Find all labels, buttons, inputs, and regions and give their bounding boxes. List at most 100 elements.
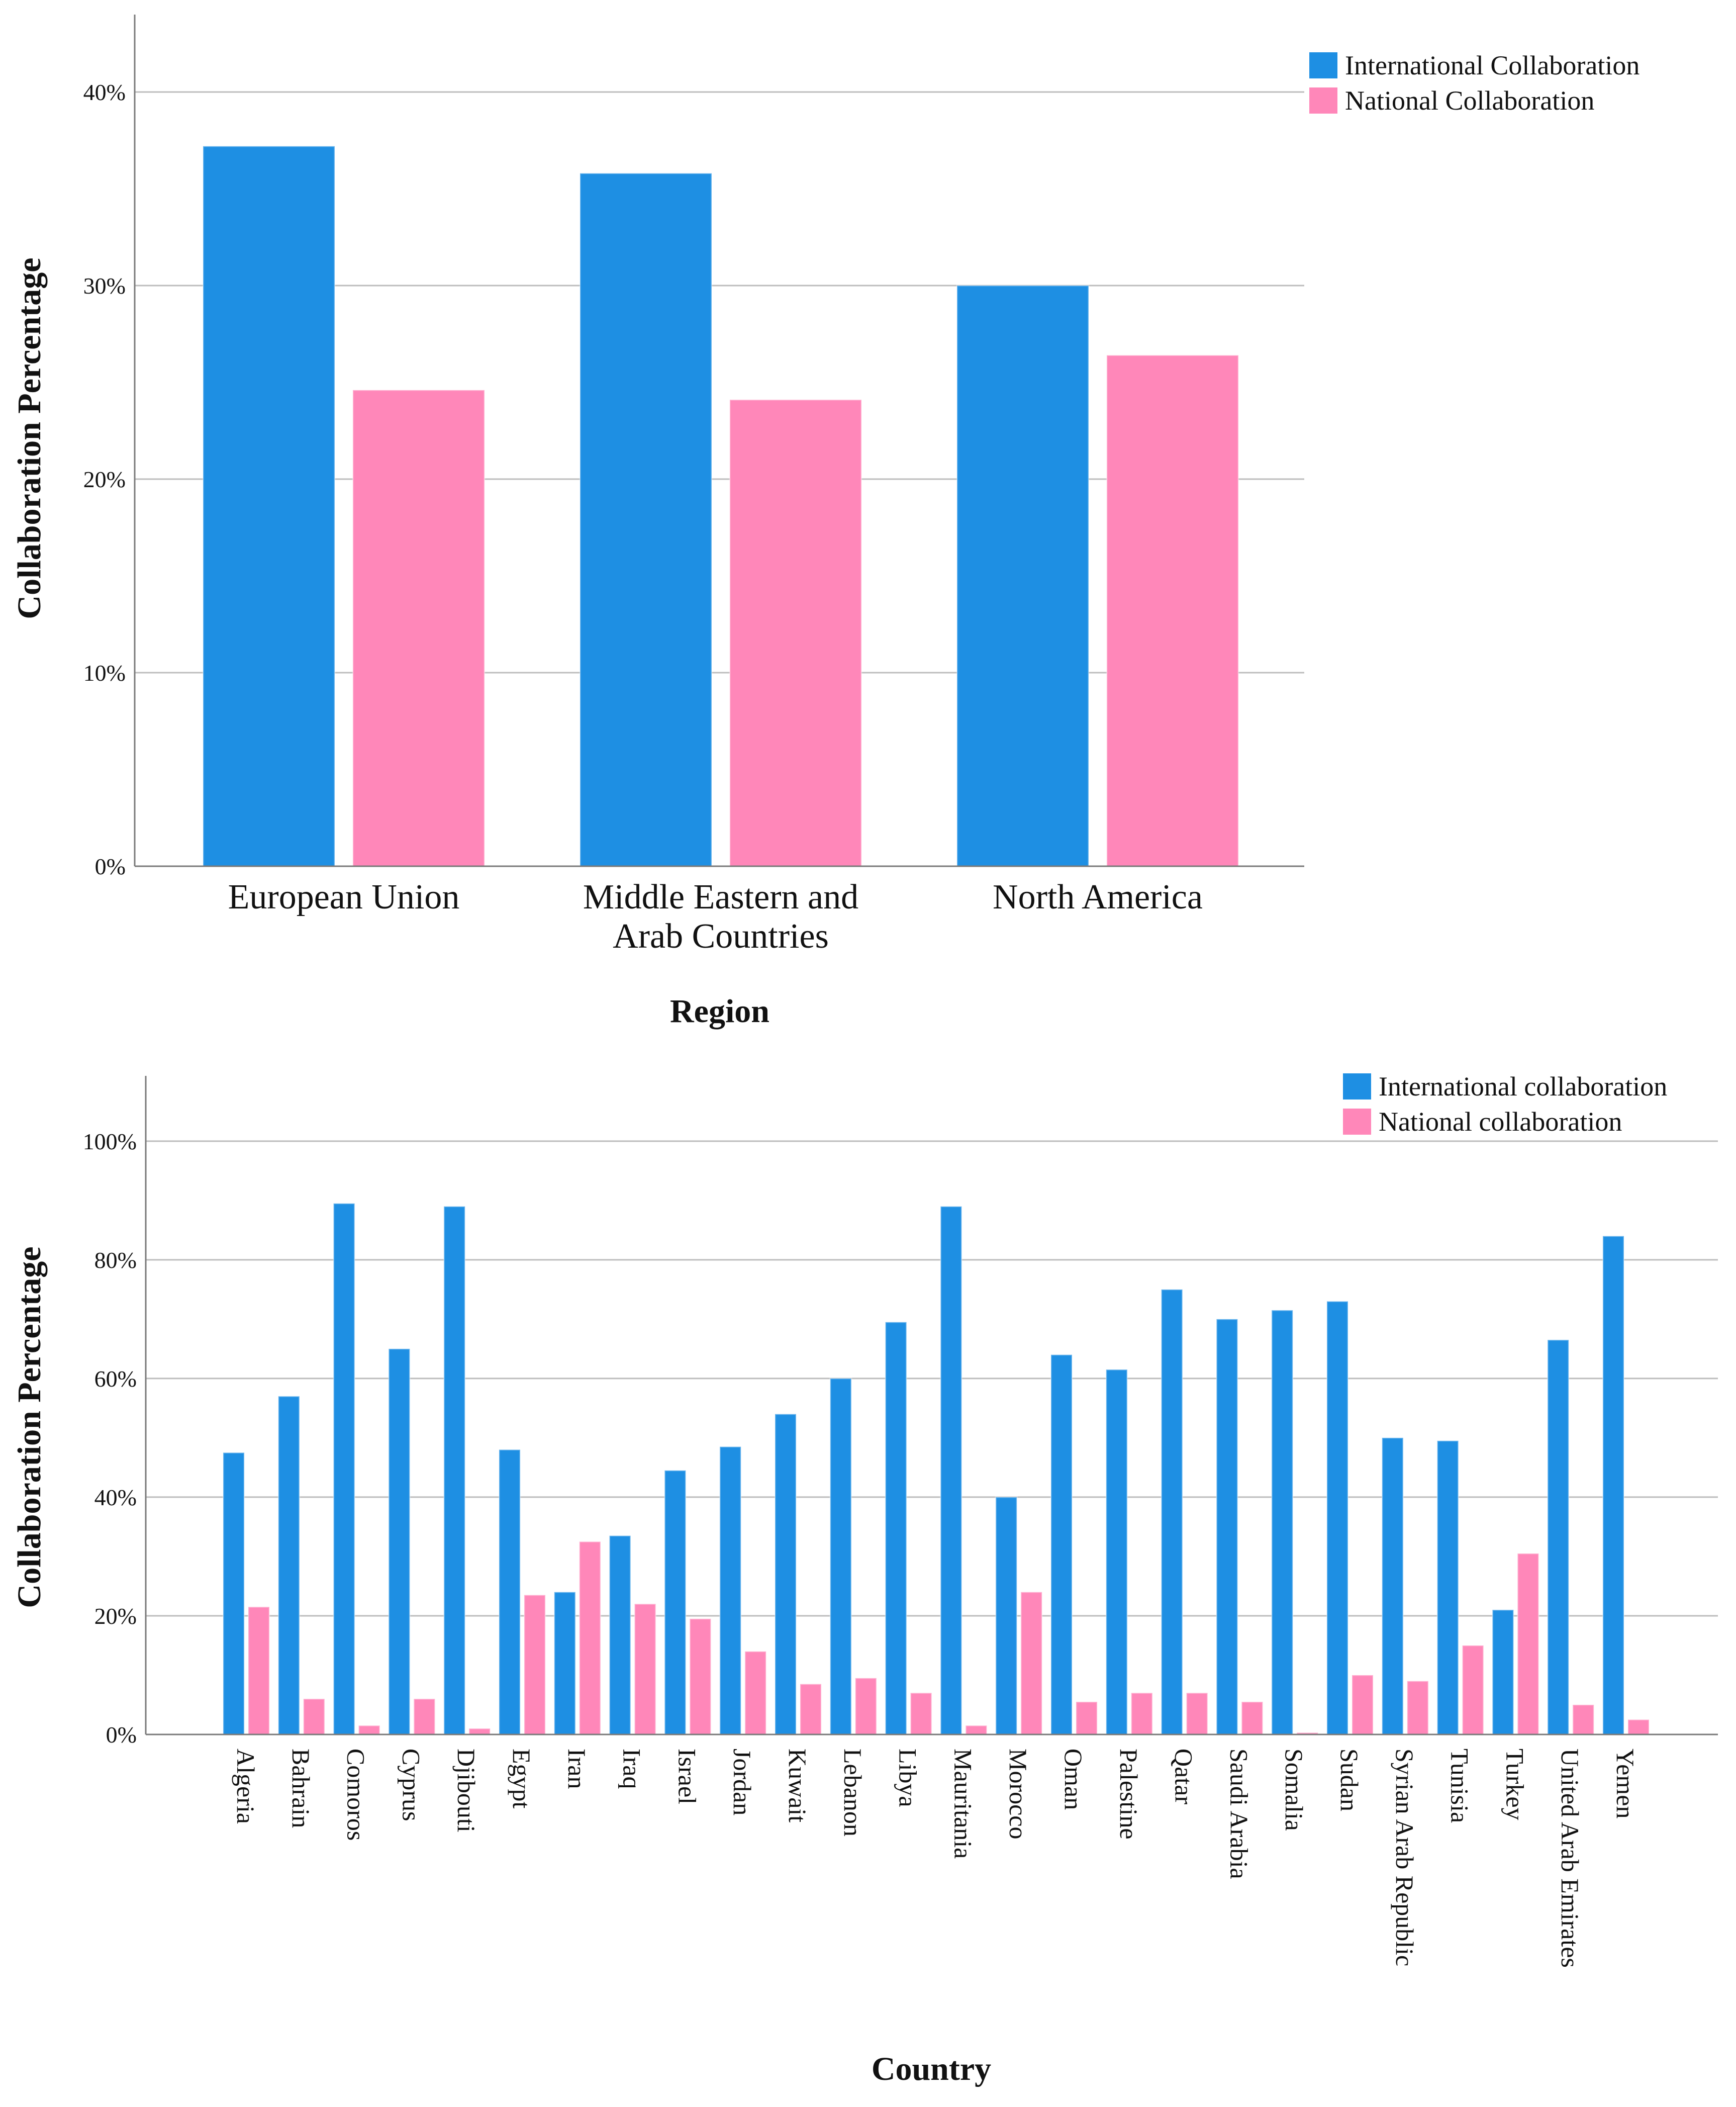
y-tick-label: 0% — [95, 854, 126, 879]
bar-national — [1186, 1692, 1209, 1735]
legend-swatch-international — [1309, 52, 1337, 78]
x-tick-label: Jordan — [728, 1749, 756, 1815]
x-axis-title: Region — [670, 993, 769, 1030]
bar-international — [202, 145, 336, 867]
bar-national — [578, 1540, 602, 1735]
x-tick-label: Bahrain — [287, 1749, 315, 1828]
x-tick-label: Egypt — [508, 1749, 536, 1809]
x-tick-label: Cyprus — [397, 1749, 425, 1821]
bar-national — [1627, 1718, 1650, 1735]
bar-national — [468, 1727, 491, 1735]
y-axis-title: Collaboration Percentage — [11, 1246, 48, 1608]
bar-national — [965, 1724, 988, 1735]
legend: International collaboration National col… — [1343, 1071, 1667, 1137]
bar-international — [1050, 1354, 1073, 1735]
bar-international — [956, 285, 1090, 867]
x-tick-label: Tunisia — [1446, 1749, 1474, 1823]
x-tick-label: Middle Eastern and — [583, 878, 858, 917]
bar-national — [689, 1618, 712, 1735]
x-axis-title: Country — [872, 2051, 991, 2087]
bar-national — [1240, 1701, 1264, 1735]
y-tick-label: 100% — [83, 1129, 137, 1154]
bar-national — [1075, 1701, 1098, 1735]
y-tick-label: 20% — [94, 1603, 137, 1629]
x-tick-label: Israel — [673, 1749, 701, 1804]
y-tick-label: 40% — [83, 79, 126, 105]
x-tick-label: Libya — [894, 1749, 922, 1807]
bar-international — [1491, 1609, 1514, 1735]
legend-swatch-national — [1343, 1109, 1371, 1135]
x-tick-label: Oman — [1059, 1749, 1088, 1810]
bar-international — [388, 1348, 411, 1735]
bar-international — [774, 1413, 797, 1735]
bar-international — [1436, 1440, 1460, 1735]
region-bar-chart: 0% 10% 20% 30% 40% European Union Middle East… — [11, 15, 1639, 1030]
x-tick-label: North America — [993, 878, 1203, 917]
bar-international — [1271, 1309, 1294, 1735]
x-tick-label: Iran — [563, 1749, 591, 1789]
bar-national — [799, 1683, 822, 1735]
bar-international — [1326, 1300, 1349, 1735]
bar-international — [995, 1496, 1018, 1735]
bar-national — [1351, 1674, 1374, 1735]
y-tick-label: 80% — [94, 1247, 137, 1273]
x-tick-label: Saudi Arabia — [1225, 1749, 1253, 1879]
bar-national — [1572, 1704, 1595, 1735]
bar-national — [634, 1603, 657, 1735]
x-tick-label: Turkey — [1501, 1749, 1529, 1820]
bar-international — [1602, 1235, 1625, 1735]
legend: International Collaboration National Col… — [1309, 50, 1639, 116]
bar-international — [1547, 1339, 1570, 1735]
bar-international — [1381, 1437, 1404, 1735]
bar-international — [1161, 1289, 1184, 1735]
x-tick-label: Algeria — [232, 1749, 260, 1824]
y-tick-label: 40% — [94, 1485, 137, 1510]
x-tick-label: Iraq — [618, 1749, 646, 1789]
legend-label-national: National Collaboration — [1345, 85, 1594, 116]
legend-label-national: National collaboration — [1379, 1107, 1622, 1137]
bar-national — [910, 1692, 933, 1735]
x-tick-label: Syrian Arab Republic — [1391, 1749, 1419, 1966]
axes — [134, 15, 1304, 867]
bar-national — [303, 1698, 326, 1735]
legend-label-international: International collaboration — [1379, 1071, 1667, 1102]
y-tick-labels: 0% 10% 20% 30% 40% — [83, 79, 126, 879]
country-bar-chart: 0% 20% 40% 60% 80% 100% Algeria Bahrain Comoros… — [11, 1071, 1718, 2087]
bar-national — [352, 389, 486, 867]
bar-national — [1462, 1644, 1485, 1735]
x-tick-label: Qatar — [1170, 1749, 1198, 1804]
y-tick-label: 30% — [83, 273, 126, 299]
legend-label-international: International Collaboration — [1345, 50, 1639, 80]
x-tick-label: Sudan — [1335, 1749, 1364, 1811]
bar-international — [498, 1449, 521, 1735]
bar-international — [579, 172, 713, 867]
bar-national — [1516, 1552, 1539, 1735]
bars — [202, 145, 1239, 867]
x-tick-label: Palestine — [1115, 1749, 1143, 1840]
x-tick-label: Kuwait — [784, 1749, 812, 1822]
x-tick-label: Djibouti — [452, 1749, 480, 1833]
bar-international — [1215, 1318, 1238, 1735]
bar-international — [885, 1321, 908, 1735]
legend-swatch-international — [1343, 1073, 1371, 1100]
x-tick-label: Yemen — [1611, 1749, 1639, 1818]
bar-international — [663, 1470, 687, 1735]
bar-international — [333, 1203, 356, 1735]
bar-international — [222, 1451, 245, 1735]
bar-international — [553, 1591, 576, 1735]
bar-national — [854, 1677, 878, 1735]
x-tick-label: Arab Countries — [613, 917, 829, 956]
bar-national — [358, 1724, 381, 1735]
y-tick-label: 20% — [83, 467, 126, 492]
bar-international — [277, 1395, 301, 1735]
bar-national — [1130, 1692, 1153, 1735]
bar-international — [443, 1206, 466, 1735]
bar-national — [1406, 1680, 1429, 1735]
bars — [222, 1203, 1650, 1735]
bar-national — [729, 399, 862, 867]
x-tick-label: United Arab Emirates — [1556, 1749, 1584, 1968]
y-axis-title: Collaboration Percentage — [11, 257, 48, 619]
bar-national — [247, 1606, 270, 1735]
